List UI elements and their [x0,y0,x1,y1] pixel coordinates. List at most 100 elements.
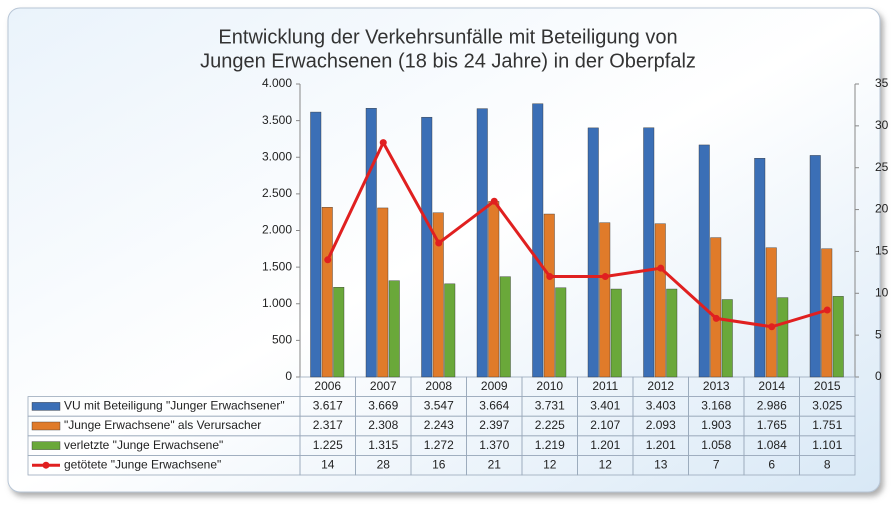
y-tick-label: 2.500 [262,186,292,200]
legend-swatch [42,461,50,469]
table-cell [799,454,856,476]
bar [654,223,666,378]
table-value: 2.986 [757,399,787,413]
y2-tick-label: 10 [875,285,889,299]
table-value: 1.084 [757,438,787,452]
bar [476,108,488,378]
y2-tick-label: 25 [875,160,889,174]
y-tick-label: 1.000 [262,296,292,310]
x-tick-label: 2008 [425,379,452,393]
legend-label: getötete "Junge Erwachsene" [64,457,221,471]
table-value: 3.617 [313,399,343,413]
table-value: 14 [321,457,335,471]
legend-swatch [31,421,61,431]
table-value: 3.664 [479,399,509,413]
y2-tick-label: 0 [875,369,882,383]
table-value: 2.093 [646,418,676,432]
x-tick-label: 2012 [647,379,674,393]
legend-label: "Junge Erwachsene" als Verursacher [64,418,261,432]
legend-label: verletzte "Junge Erwachsene" [64,438,223,452]
table-value: 13 [654,457,668,471]
bar [432,212,444,378]
table-value: 2.317 [313,418,343,432]
chart-title: Entwicklung der Verkehrsunfälle mit Bete… [218,26,677,48]
table-value: 3.168 [701,399,731,413]
x-tick-label: 2013 [703,379,730,393]
table-value: 7 [713,457,720,471]
bar [587,127,599,378]
bar [421,116,433,378]
bar [532,103,544,378]
point [657,264,665,272]
table-value: 2.225 [535,418,565,432]
table-value: 3.731 [535,399,565,413]
bar [555,287,567,378]
table-value: 1.272 [424,438,454,452]
bar [765,247,777,378]
y-tick-label: 1.500 [262,259,292,273]
table-value: 1.201 [646,438,676,452]
table-value: 2.397 [479,418,509,432]
bar [832,296,844,378]
table-value: 1.101 [812,438,842,452]
table-value: 28 [377,457,391,471]
table-value: 21 [488,457,502,471]
bar [777,297,789,378]
point [768,323,776,331]
table-value: 3.025 [812,399,842,413]
bar [643,127,655,378]
bar [809,155,821,378]
line [326,139,828,329]
table-value: 16 [432,457,446,471]
table-value: 12 [543,457,557,471]
point [435,239,443,247]
x-tick-label: 2009 [481,379,508,393]
x-tick-label: 2011 [592,379,618,393]
table-value: 1.765 [757,418,787,432]
bar [754,158,766,378]
chart-title: Jungen Erwachsenen (18 bis 24 Jahre) in … [200,50,696,72]
y2-tick-label: 20 [875,202,889,216]
bar [721,299,733,378]
bar [377,207,389,378]
y-tick-label: 500 [272,333,292,347]
bar [444,283,456,378]
table-value: 1.315 [368,438,398,452]
table-value: 1.201 [590,438,620,452]
x-tick-label: 2007 [370,379,397,393]
bar [698,144,710,378]
point [823,306,831,314]
bar [499,276,511,378]
bar [388,280,400,378]
table-value: 2.243 [424,418,454,432]
x-tick-label: 2006 [314,379,341,393]
bar [599,222,611,378]
x-tick-label: 2015 [814,379,841,393]
table-value: 1.225 [313,438,343,452]
table-value: 1.219 [535,438,565,452]
legend-swatch [31,441,61,450]
bar [710,237,722,378]
table-value: 1.370 [479,438,509,452]
table-value: 8 [824,457,831,471]
table-value: 3.669 [368,399,398,413]
bar [610,288,622,378]
point [490,197,498,205]
point [379,139,387,147]
table-value: 6 [768,457,775,471]
point [601,273,609,281]
bar [365,108,377,378]
legend-label: VU mit Beteiligung "Junger Erwachsener" [64,399,285,413]
x-tick-label: 2014 [758,379,785,393]
bar [488,201,500,378]
y-tick-label: 3.500 [262,113,292,127]
legend-swatch [31,402,61,411]
y-tick-label: 2.000 [262,223,292,237]
table-value: 12 [599,457,613,471]
table-value: 3.401 [590,399,620,413]
table-value: 3.403 [646,399,676,413]
y-tick-label: 0 [285,369,292,383]
x-tick-label: 2010 [536,379,563,393]
bar [310,111,322,378]
